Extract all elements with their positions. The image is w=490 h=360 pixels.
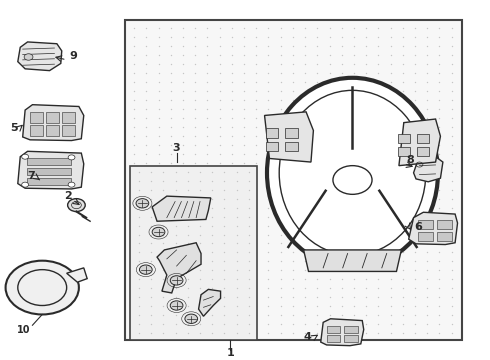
Polygon shape xyxy=(157,243,201,293)
Bar xyxy=(46,126,59,136)
Ellipse shape xyxy=(333,166,372,194)
Bar xyxy=(30,126,43,136)
Text: 8: 8 xyxy=(406,155,414,165)
Circle shape xyxy=(68,199,85,212)
Bar xyxy=(437,220,452,229)
Circle shape xyxy=(68,182,75,187)
Bar xyxy=(327,325,340,333)
Polygon shape xyxy=(67,268,87,282)
Polygon shape xyxy=(23,105,84,140)
Circle shape xyxy=(5,261,79,315)
Bar xyxy=(62,126,75,136)
Circle shape xyxy=(170,301,183,310)
Bar xyxy=(437,232,452,241)
Polygon shape xyxy=(265,112,314,162)
Polygon shape xyxy=(321,319,364,346)
Bar xyxy=(125,21,463,339)
Circle shape xyxy=(22,154,28,159)
Polygon shape xyxy=(18,151,84,189)
Circle shape xyxy=(68,155,75,160)
Polygon shape xyxy=(152,196,211,221)
Bar xyxy=(46,112,59,123)
Bar xyxy=(327,335,340,342)
Polygon shape xyxy=(409,212,458,244)
Circle shape xyxy=(185,314,197,323)
Circle shape xyxy=(22,182,28,187)
Ellipse shape xyxy=(316,140,389,220)
Text: 1: 1 xyxy=(226,348,234,358)
Circle shape xyxy=(136,199,149,208)
Bar xyxy=(130,166,257,339)
Bar xyxy=(344,335,358,342)
Bar xyxy=(398,134,410,143)
Bar xyxy=(266,142,278,152)
Bar xyxy=(344,325,358,333)
Bar xyxy=(285,142,298,152)
Bar xyxy=(266,128,278,138)
Circle shape xyxy=(170,276,183,285)
Bar xyxy=(418,232,433,241)
Circle shape xyxy=(152,227,165,237)
Bar xyxy=(285,128,298,138)
Bar xyxy=(26,178,71,185)
Polygon shape xyxy=(198,289,220,316)
Circle shape xyxy=(140,265,152,274)
Bar xyxy=(417,147,429,156)
Bar xyxy=(30,112,43,123)
Bar xyxy=(418,220,433,229)
Ellipse shape xyxy=(265,76,441,270)
Text: 3: 3 xyxy=(173,143,180,153)
Polygon shape xyxy=(399,119,441,166)
Text: 6: 6 xyxy=(415,222,422,231)
Text: 10: 10 xyxy=(18,325,31,335)
Polygon shape xyxy=(304,250,401,271)
Text: 7: 7 xyxy=(27,171,35,181)
Polygon shape xyxy=(414,157,443,182)
Bar xyxy=(26,168,71,175)
Bar xyxy=(26,158,71,165)
Circle shape xyxy=(24,54,33,60)
Bar xyxy=(417,134,429,143)
Text: 2: 2 xyxy=(64,191,72,201)
Bar xyxy=(398,147,410,156)
Text: 5: 5 xyxy=(11,123,18,133)
Text: 4: 4 xyxy=(304,332,312,342)
Bar xyxy=(62,112,75,123)
Text: 9: 9 xyxy=(69,51,77,61)
Polygon shape xyxy=(18,42,62,71)
